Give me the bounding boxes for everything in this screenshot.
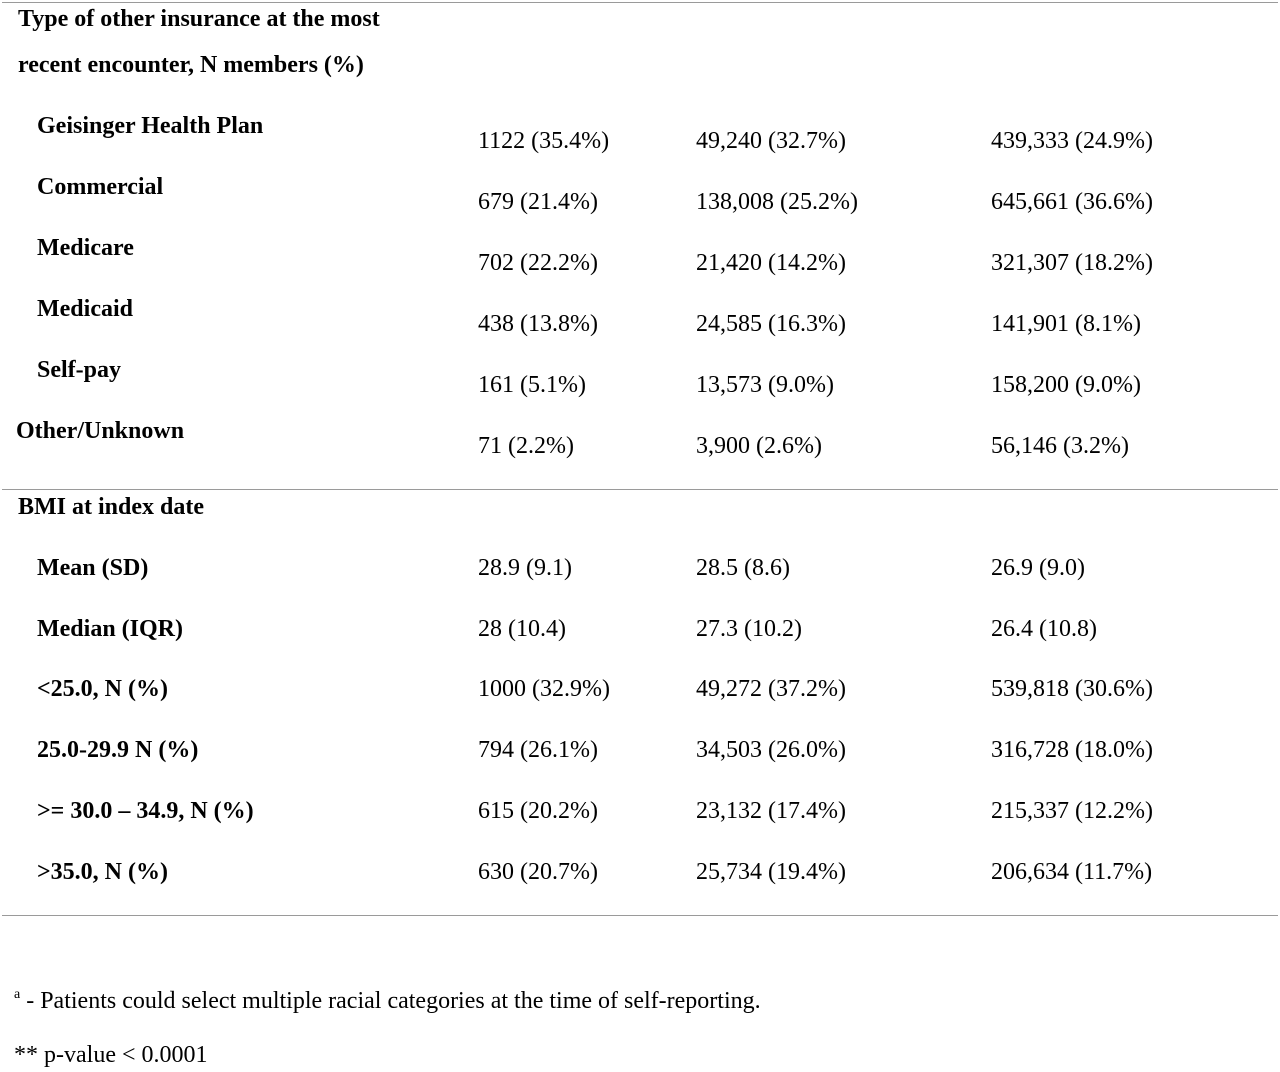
- cell-value: 49,272 (37.2%): [696, 676, 846, 702]
- cell-value: 21,420 (14.2%): [696, 250, 846, 276]
- cell-value: 24,585 (16.3%): [696, 311, 846, 337]
- footnote-marker: a: [14, 987, 21, 1002]
- section-insurance-title: Type of other insurance at the most: [18, 6, 380, 32]
- bottom-rule: [2, 915, 1278, 916]
- cell-value: 34,503 (26.0%): [696, 737, 846, 763]
- cell-value: 215,337 (12.2%): [991, 798, 1153, 824]
- row-label: Commercial: [37, 174, 164, 200]
- section-insurance-title-line2: recent encounter, N members (%): [18, 52, 364, 78]
- cell-value: 28.9 (9.1): [478, 555, 572, 581]
- row-label: Geisinger Health Plan: [37, 113, 264, 139]
- cell-value: 206,634 (11.7%): [991, 859, 1153, 885]
- cell-value: 56,146 (3.2%): [991, 433, 1129, 459]
- section-divider-rule: [2, 489, 1278, 490]
- cell-value: 141,901 (8.1%): [991, 311, 1141, 337]
- footnote-pvalue: ** p-value < 0.0001: [14, 1042, 208, 1068]
- footnote-race-text: - Patients could select multiple racial …: [20, 988, 761, 1014]
- row-label: 25.0-29.9 N (%): [37, 737, 199, 763]
- cell-value: 615 (20.2%): [478, 798, 598, 824]
- cell-value: 645,661 (36.6%): [991, 189, 1153, 215]
- cell-value: 138,008 (25.2%): [696, 189, 858, 215]
- cell-value: 794 (26.1%): [478, 737, 598, 763]
- top-rule: [2, 2, 1278, 3]
- cell-value: 1122 (35.4%): [478, 128, 610, 154]
- cell-value: 23,132 (17.4%): [696, 798, 846, 824]
- cell-value: 439,333 (24.9%): [991, 128, 1153, 154]
- footnote-race: a - Patients could select multiple racia…: [14, 980, 761, 1016]
- cell-value: 438 (13.8%): [478, 311, 598, 337]
- cell-value: 26.9 (9.0): [991, 555, 1085, 581]
- cell-value: 1000 (32.9%): [478, 676, 610, 702]
- row-label: >35.0, N (%): [37, 859, 168, 885]
- cell-value: 630 (20.7%): [478, 859, 598, 885]
- cell-value: 3,900 (2.6%): [696, 433, 822, 459]
- cell-value: 25,734 (19.4%): [696, 859, 846, 885]
- cell-value: 13,573 (9.0%): [696, 372, 834, 398]
- cell-value: 71 (2.2%): [478, 433, 574, 459]
- row-label: Medicare: [37, 235, 134, 261]
- row-label: Self-pay: [37, 357, 121, 383]
- cell-value: 679 (21.4%): [478, 189, 598, 215]
- cell-value: 26.4 (10.8): [991, 616, 1097, 642]
- row-label: Medicaid: [37, 296, 133, 322]
- cell-value: 158,200 (9.0%): [991, 372, 1141, 398]
- cell-value: 321,307 (18.2%): [991, 250, 1153, 276]
- cell-value: 161 (5.1%): [478, 372, 586, 398]
- row-label: Mean (SD): [37, 555, 149, 581]
- row-label: <25.0, N (%): [37, 676, 168, 702]
- cell-value: 316,728 (18.0%): [991, 737, 1153, 763]
- cell-value: 49,240 (32.7%): [696, 128, 846, 154]
- cell-value: 28 (10.4): [478, 616, 566, 642]
- cell-value: 539,818 (30.6%): [991, 676, 1153, 702]
- row-label: Median (IQR): [37, 616, 183, 642]
- cell-value: 28.5 (8.6): [696, 555, 790, 581]
- row-label: >= 30.0 – 34.9, N (%): [37, 798, 254, 824]
- cell-value: 702 (22.2%): [478, 250, 598, 276]
- row-label: Other/Unknown: [16, 418, 185, 444]
- cell-value: 27.3 (10.2): [696, 616, 802, 642]
- section-bmi-title: BMI at index date: [18, 494, 204, 520]
